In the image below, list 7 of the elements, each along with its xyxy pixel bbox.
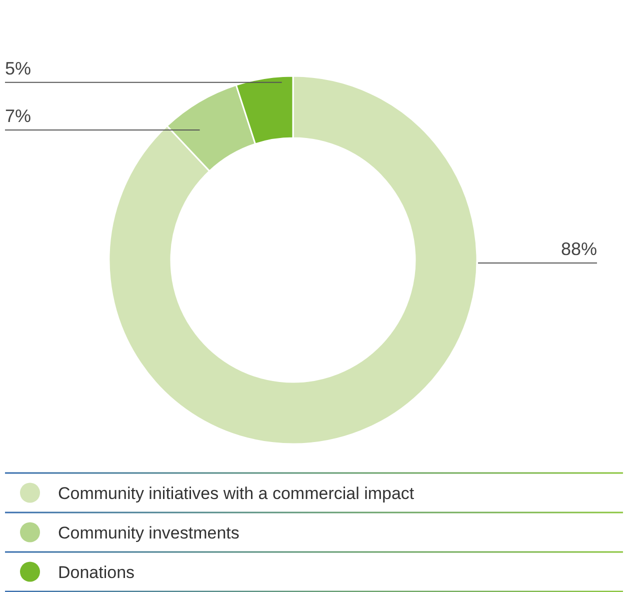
data-label: 7%	[5, 106, 32, 126]
legend-label: Donations	[58, 562, 135, 582]
data-label: 88%	[560, 239, 597, 259]
donut-slice	[108, 75, 478, 444]
legend-label: Community initiatives with a commercial impact	[58, 484, 414, 503]
legend-label: Community investments	[58, 523, 240, 542]
data-label: 5%	[5, 58, 32, 78]
